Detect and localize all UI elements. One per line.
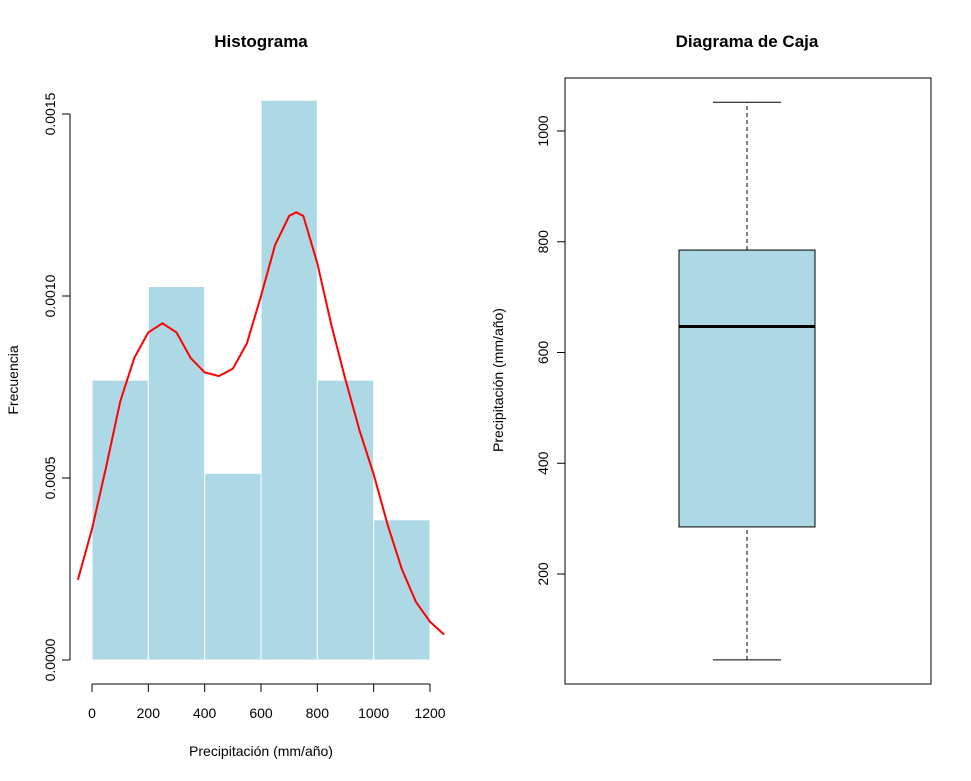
boxplot-y-tick-label: 400 xyxy=(535,451,551,475)
histogram-bar-0 xyxy=(91,379,149,661)
boxplot-y-tick-label: 1000 xyxy=(535,115,551,146)
histogram-y-label: Frecuencia xyxy=(5,345,21,414)
histogram-bar-5 xyxy=(373,519,431,661)
histogram-bar-1 xyxy=(147,286,206,661)
histogram-panel: Histograma 0.0000 0.0005 0.0010 0.0015 0 200… xyxy=(5,32,446,759)
histogram-x-tick-label: 800 xyxy=(306,705,330,721)
histogram-bar-4 xyxy=(316,379,375,661)
boxplot-y-label: Precipitación (mm/año) xyxy=(490,308,506,452)
histogram-y-tick-label: 0.0005 xyxy=(42,456,58,499)
boxplot-title: Diagrama de Caja xyxy=(676,32,819,51)
histogram-bar-3 xyxy=(260,99,318,661)
histogram-y-axis: 0.0000 0.0005 0.0010 0.0015 xyxy=(42,92,71,681)
histogram-x-tick-label: 600 xyxy=(249,705,273,721)
density-curve xyxy=(76,211,445,636)
histogram-bars xyxy=(91,99,431,661)
histogram-y-tick-label: 0.0010 xyxy=(42,274,58,317)
histogram-x-label: Precipitación (mm/año) xyxy=(189,743,333,759)
histogram-x-tick-label: 400 xyxy=(193,705,217,721)
boxplot-y-tick-label: 600 xyxy=(535,341,551,365)
boxplot-y-axis: 200 400 600 800 1000 xyxy=(535,115,566,586)
histogram-x-tick-label: 1200 xyxy=(414,705,445,721)
histogram-x-tick-label: 0 xyxy=(88,705,96,721)
histogram-x-tick-label: 200 xyxy=(137,705,161,721)
histogram-y-tick-label: 0.0000 xyxy=(42,638,58,681)
boxplot-elements xyxy=(678,101,816,661)
histogram-title: Histograma xyxy=(214,32,308,51)
histogram-x-axis: 0 200 400 600 800 1000 1200 xyxy=(88,683,446,721)
histogram-bar-2 xyxy=(204,472,262,661)
histogram-x-tick-label: 1000 xyxy=(358,705,389,721)
boxplot-y-tick-label: 200 xyxy=(535,562,551,586)
boxplot-y-tick-label: 800 xyxy=(535,230,551,254)
interquartile-box xyxy=(678,249,816,528)
boxplot-panel: Diagrama de Caja 200 400 600 800 1000 Precip… xyxy=(490,32,932,685)
histogram-y-tick-label: 0.0015 xyxy=(42,92,58,135)
